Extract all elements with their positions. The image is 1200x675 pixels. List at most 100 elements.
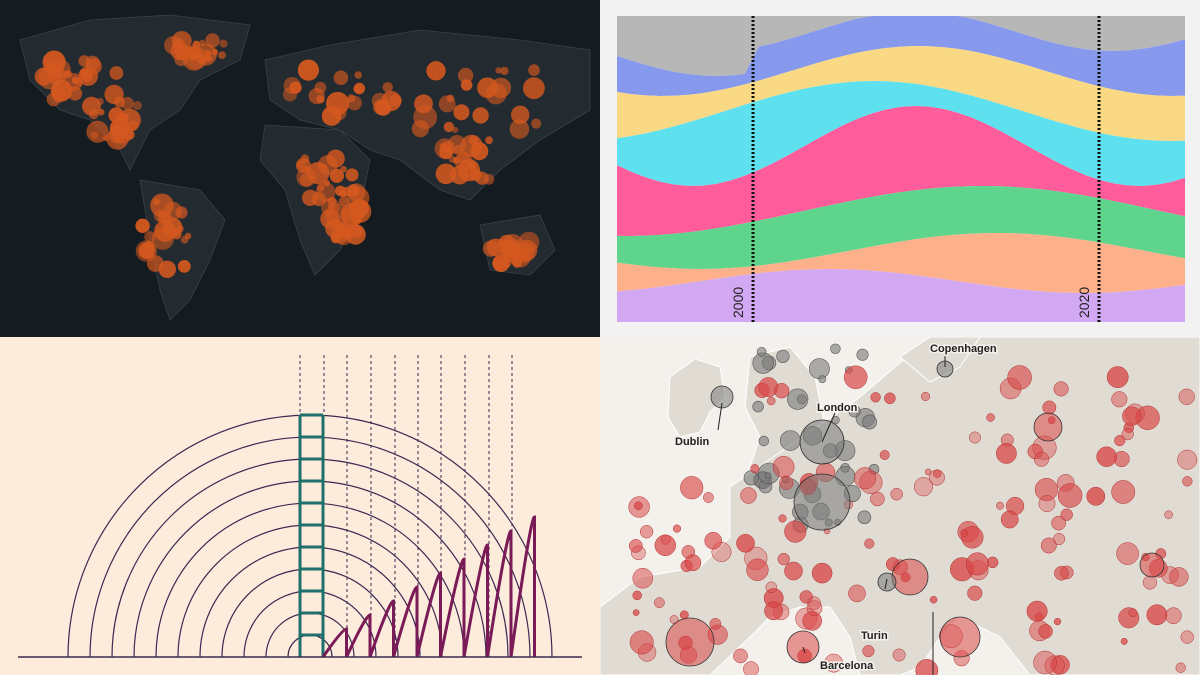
red-bubble	[1044, 655, 1065, 675]
red-bubble	[1111, 480, 1136, 504]
stream-layer-7	[617, 269, 1185, 322]
city-bubble	[793, 473, 851, 531]
arc	[243, 590, 377, 658]
hotspot	[175, 206, 188, 219]
year-label-2000: 2000	[730, 287, 746, 318]
hotspot	[199, 55, 208, 63]
stream-layer-2	[617, 46, 1185, 141]
hotspot	[460, 79, 473, 91]
city-bubble	[710, 385, 734, 409]
red-bubble	[1118, 607, 1140, 629]
stream-layer-3	[617, 81, 1185, 186]
red-bubble	[680, 476, 704, 500]
hotspot	[97, 108, 105, 116]
city-label-london: London	[817, 402, 858, 414]
hotspot	[509, 119, 530, 139]
red-bubble	[1034, 478, 1058, 502]
hotspot	[109, 118, 130, 139]
hotspot	[477, 77, 498, 98]
red-bubble	[1169, 567, 1189, 587]
red-bubble	[913, 477, 934, 497]
red-bubble	[703, 492, 714, 503]
red-bubble	[929, 595, 938, 604]
red-bubble	[1040, 537, 1057, 554]
hotspot	[375, 99, 392, 116]
europe-bubble-map: Copenhagen London Dublin Turin Barcelona	[600, 337, 1200, 675]
hotspot	[468, 135, 479, 145]
hotspot	[316, 184, 325, 192]
red-bubble	[1000, 510, 1019, 529]
hotspot	[164, 36, 183, 55]
red-bubble	[1038, 495, 1056, 513]
grey-bubble	[857, 510, 872, 525]
hotspot	[302, 189, 319, 206]
red-bubble	[1033, 451, 1050, 467]
red-bubble	[629, 630, 654, 655]
stream-layer-6	[617, 233, 1185, 293]
hotspot	[516, 239, 538, 261]
streamgraph-svg: 2000 2020	[617, 16, 1185, 322]
europe-map-svg: Copenhagen London Dublin Turin Barcelona	[600, 337, 1200, 675]
grey-bubble	[756, 347, 767, 357]
red-bubble	[765, 581, 778, 594]
ladder	[298, 413, 325, 657]
hotspot	[132, 101, 142, 110]
red-bubble	[870, 491, 885, 507]
grey-bubble	[862, 414, 877, 430]
hotspot	[219, 39, 228, 48]
red-bubble	[864, 538, 875, 549]
hotspot	[300, 154, 310, 163]
red-bubble	[1178, 388, 1195, 405]
red-bubble	[802, 611, 822, 631]
hotspot	[34, 67, 53, 86]
hotspots	[34, 31, 545, 278]
red-bubble	[1054, 565, 1069, 581]
hotspot	[308, 88, 325, 105]
red-bubble	[639, 525, 654, 539]
hotspot	[333, 70, 349, 86]
hotspot	[435, 163, 457, 185]
hotspot	[176, 225, 184, 233]
red-bubble	[1165, 607, 1182, 625]
hotspot	[389, 94, 402, 107]
hotspot	[96, 97, 104, 106]
hotspot	[160, 213, 173, 226]
red-bubble	[1146, 604, 1168, 626]
grey-bubble	[848, 405, 861, 418]
hotspot	[90, 131, 99, 139]
hotspot	[326, 91, 350, 116]
red-bubble	[1116, 542, 1139, 565]
red-bubble	[1027, 443, 1043, 460]
hump	[439, 557, 466, 658]
hotspot	[453, 104, 470, 121]
red-bubble	[1026, 600, 1048, 622]
red-bubble	[1053, 381, 1069, 397]
grey-bubble	[776, 349, 790, 363]
red-bubble	[960, 529, 969, 537]
arc	[67, 414, 553, 658]
hump	[486, 529, 513, 658]
dashed-guides	[299, 355, 513, 657]
hump	[509, 515, 536, 658]
red-bubble	[892, 648, 906, 662]
hump	[345, 613, 372, 658]
red-bubble	[848, 584, 866, 603]
hotspot	[457, 67, 474, 84]
red-bubble	[1177, 449, 1198, 470]
hotspot	[352, 188, 359, 195]
arc	[199, 546, 421, 658]
hotspot	[454, 152, 473, 171]
red-bubble	[806, 600, 823, 617]
red-bubble	[784, 561, 803, 581]
hotspot	[109, 66, 124, 80]
red-bubble	[632, 590, 642, 601]
grey-bubble	[856, 348, 869, 361]
grey-bubble	[752, 400, 764, 413]
hotspot	[486, 238, 505, 257]
red-bubble	[1053, 617, 1062, 626]
hump	[415, 571, 442, 658]
hotspot	[321, 197, 340, 217]
hotspot	[297, 59, 319, 81]
arc	[111, 458, 509, 658]
red-bubble	[1057, 483, 1083, 508]
